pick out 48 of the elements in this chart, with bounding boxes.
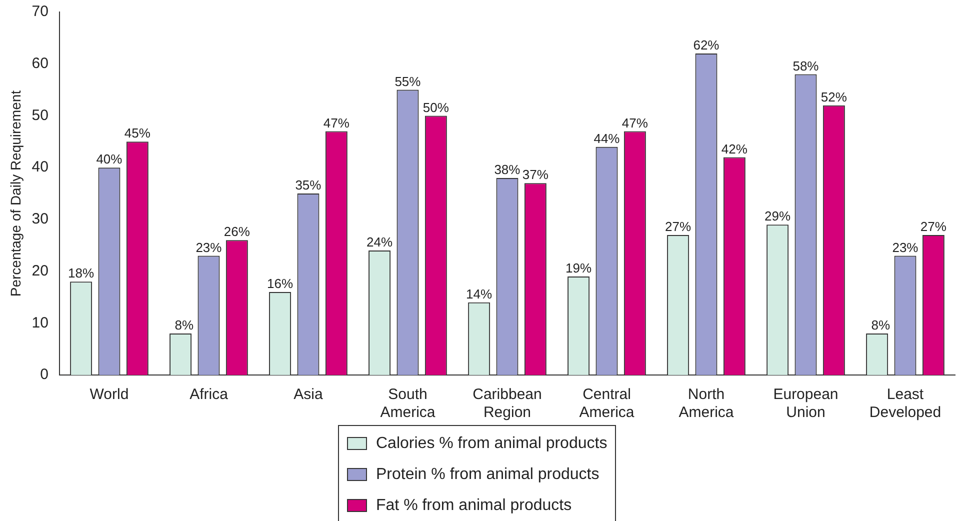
x-tick-label: Caribbean Region <box>472 386 542 422</box>
y-tick-label: 10 <box>32 314 48 332</box>
data-label: 14% <box>466 286 492 302</box>
data-label: 19% <box>566 260 592 276</box>
y-tick-label: 70 <box>32 3 48 20</box>
x-tick-label: Least Developed <box>869 386 942 422</box>
data-label: 42% <box>721 141 748 156</box>
data-label: 55% <box>394 74 422 89</box>
x-tick-label: Africa <box>190 386 229 404</box>
data-label: 35% <box>295 178 322 193</box>
x-tick-label: North America <box>678 386 734 422</box>
data-label: 58% <box>792 58 820 74</box>
data-label: 38% <box>494 162 521 178</box>
data-label: 37% <box>522 167 549 182</box>
data-label: 47% <box>323 115 350 130</box>
data-label: 8% <box>871 318 890 333</box>
data-label: 8% <box>174 318 194 333</box>
y-axis-title: Percentage of Daily Requirement <box>7 90 24 297</box>
x-tick-label: European Union <box>773 386 838 422</box>
data-label: 23% <box>892 240 919 255</box>
data-label: 29% <box>764 208 791 224</box>
data-label: 18% <box>68 266 94 281</box>
data-label: 52% <box>820 89 848 104</box>
data-label: 47% <box>622 115 648 130</box>
legend-label: Calories % from animal products <box>375 434 608 454</box>
x-tick-label: World <box>90 386 129 404</box>
data-label: 62% <box>693 38 720 53</box>
y-tick-label: 20 <box>32 262 48 280</box>
y-tick-label: 50 <box>32 106 48 124</box>
data-label: 16% <box>267 276 294 292</box>
data-label: 50% <box>422 100 450 115</box>
data-label: 40% <box>96 152 123 167</box>
data-label: 24% <box>366 234 393 250</box>
data-label: 44% <box>594 130 620 146</box>
data-label: 26% <box>224 224 250 240</box>
data-label: 27% <box>920 219 947 234</box>
x-tick-label: Central America <box>579 386 635 422</box>
data-label: 23% <box>196 240 222 255</box>
y-tick-label: 60 <box>32 55 48 72</box>
y-tick-label: 0 <box>40 366 48 384</box>
data-label: 27% <box>665 219 692 234</box>
x-tick-label: Asia <box>294 386 324 404</box>
y-tick-label: 30 <box>32 210 48 228</box>
legend-label: Protein % from animal products <box>375 464 600 484</box>
data-label: 45% <box>124 126 151 141</box>
y-tick-label: 40 <box>32 158 48 176</box>
legend-label: Fat % from animal products <box>375 496 573 516</box>
x-tick-label: South America <box>380 386 436 422</box>
